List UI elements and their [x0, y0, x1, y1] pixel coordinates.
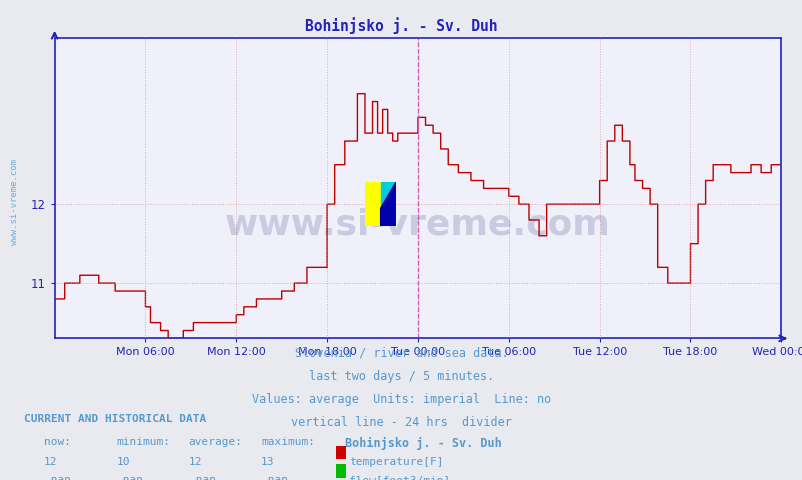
Text: www.si-vreme.com: www.si-vreme.com [10, 158, 18, 245]
Text: minimum:: minimum: [116, 437, 170, 447]
Text: -nan: -nan [116, 475, 144, 480]
Text: maximum:: maximum: [261, 437, 314, 447]
Text: flow[foot3/min]: flow[foot3/min] [349, 475, 450, 480]
Text: temperature[F]: temperature[F] [349, 457, 444, 467]
Text: -nan: -nan [261, 475, 288, 480]
Polygon shape [380, 182, 395, 226]
Text: now:: now: [44, 437, 71, 447]
Text: www.si-vreme.com: www.si-vreme.com [225, 207, 610, 241]
Text: 13: 13 [261, 457, 274, 467]
Text: vertical line - 24 hrs  divider: vertical line - 24 hrs divider [290, 416, 512, 429]
Text: Slovenia / river and sea data.: Slovenia / river and sea data. [294, 347, 508, 360]
Text: 10: 10 [116, 457, 130, 467]
Text: last two days / 5 minutes.: last two days / 5 minutes. [309, 370, 493, 383]
Text: -nan: -nan [188, 475, 216, 480]
Text: Bohinjsko j. - Sv. Duh: Bohinjsko j. - Sv. Duh [305, 17, 497, 34]
Text: -nan: -nan [44, 475, 71, 480]
Text: Bohinjsko j. - Sv. Duh: Bohinjsko j. - Sv. Duh [345, 437, 501, 450]
Polygon shape [380, 182, 395, 208]
Text: Values: average  Units: imperial  Line: no: Values: average Units: imperial Line: no [252, 393, 550, 406]
Text: 12: 12 [44, 457, 58, 467]
Text: average:: average: [188, 437, 242, 447]
Text: CURRENT AND HISTORICAL DATA: CURRENT AND HISTORICAL DATA [24, 414, 206, 424]
Polygon shape [365, 182, 380, 226]
Text: 12: 12 [188, 457, 202, 467]
